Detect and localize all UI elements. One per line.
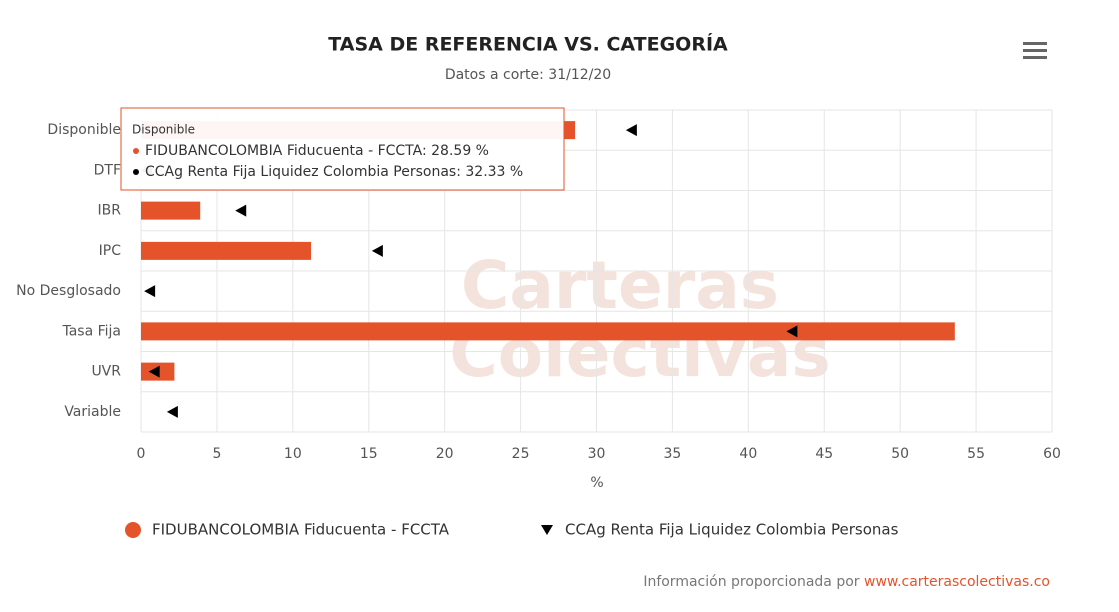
y-tick-label: Disponible	[47, 122, 121, 138]
x-tick-label: 55	[967, 446, 985, 462]
bar	[141, 201, 201, 220]
x-tick-label: 30	[588, 446, 606, 462]
x-tick-label: 0	[137, 446, 146, 462]
x-tick-label: 40	[739, 446, 757, 462]
marker	[235, 204, 247, 217]
marker	[166, 405, 178, 418]
x-tick-label: 5	[212, 446, 221, 462]
bar	[141, 241, 312, 260]
chart-subtitle: Datos a corte: 31/12/20	[445, 67, 611, 83]
x-tick-label: 25	[512, 446, 530, 462]
x-tick-label: 60	[1043, 446, 1061, 462]
legend-label: CCAg Renta Fija Liquidez Colombia Person…	[565, 521, 899, 539]
tooltip-dot	[133, 148, 139, 154]
tooltip-box	[120, 107, 565, 191]
x-tick-label: 45	[815, 446, 833, 462]
credit-link[interactable]: www.carterascolectivas.co	[864, 574, 1050, 590]
x-axis-label: %	[590, 475, 603, 491]
y-tick-label: IPC	[99, 243, 122, 259]
y-tick-label: UVR	[91, 364, 121, 380]
marker	[371, 244, 383, 257]
tooltip-title: Disponible	[132, 123, 195, 137]
x-tick-label: 50	[891, 446, 909, 462]
credit: Información proporcionada por www.carter…	[643, 574, 1050, 590]
marker	[786, 325, 798, 338]
tooltip-row: FIDUBANCOLOMBIA Fiducuenta - FCCTA: 28.5…	[145, 143, 489, 159]
marker	[148, 365, 160, 378]
tooltip: Disponible FIDUBANCOLOMBIA Fiducuenta - F…	[120, 107, 565, 191]
credit-text: Información proporcionada por	[643, 574, 859, 590]
x-tick-label: 35	[664, 446, 682, 462]
legend-symbol	[541, 525, 553, 535]
marker	[625, 124, 637, 137]
watermark: Carteras	[461, 247, 779, 324]
y-tick-label: No Desglosado	[16, 283, 121, 299]
tooltip-dot	[133, 169, 139, 175]
tooltip-row: CCAg Renta Fija Liquidez Colombia Person…	[145, 164, 523, 180]
y-tick-label: Tasa Fija	[61, 323, 121, 339]
y-tick-label: DTF	[94, 162, 121, 178]
x-tick-label: 10	[284, 446, 302, 462]
menu-button[interactable]	[1022, 40, 1048, 60]
bar	[141, 322, 955, 341]
x-tick-label: 15	[360, 446, 378, 462]
legend-label: FIDUBANCOLOMBIA Fiducuenta - FCCTA	[152, 521, 450, 539]
marker	[144, 285, 156, 298]
chart-title: TASA DE REFERENCIA VS. CATEGORÍA	[328, 33, 728, 56]
x-tick-label: 20	[436, 446, 454, 462]
legend-symbol	[125, 522, 141, 538]
y-tick-label: Variable	[64, 404, 121, 420]
y-tick-label: IBR	[98, 203, 122, 219]
